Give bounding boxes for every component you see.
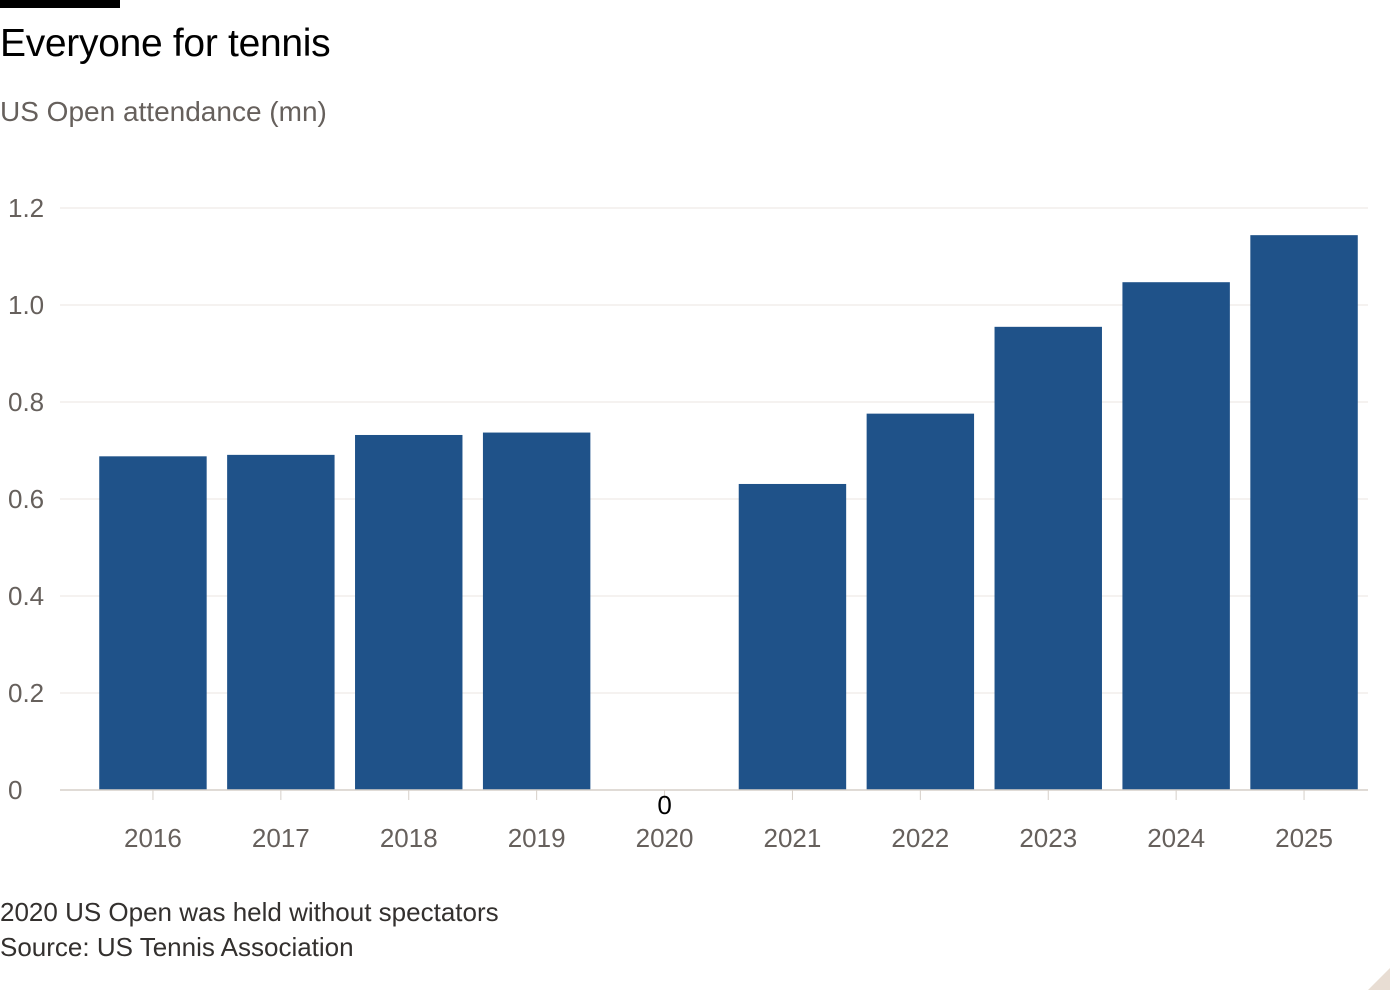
source-note: Source: US Tennis Association (0, 932, 354, 962)
footnote: 2020 US Open was held without spectators (0, 897, 499, 927)
x-tick-label: 2023 (1019, 823, 1077, 853)
bar-2021 (738, 483, 847, 790)
brand-bar (0, 0, 120, 8)
y-axis-ticks: 0 0.2 0.4 0.6 0.8 1.0 1.2 (8, 193, 44, 805)
data-labels: 0 (657, 790, 671, 820)
x-axis-ticks: 2016 2017 2018 2019 2020 2021 2022 2023 2024 2025 (124, 823, 1333, 853)
x-tick-label: 2018 (380, 823, 438, 853)
bar-2016 (99, 456, 207, 790)
chart-title: Everyone for tennis (0, 22, 331, 65)
x-tick-label: 2020 (636, 823, 694, 853)
y-tick-label: 1.2 (8, 193, 44, 223)
bar-chart: 0 0.2 0.4 0.6 0.8 1.0 1.2 2016 2017 2018 2019 2020… (8, 193, 1368, 853)
y-tick-label: 0 (8, 775, 22, 805)
y-tick-label: 0.8 (8, 387, 44, 417)
x-tick-label: 2024 (1147, 823, 1205, 853)
chart-subtitle: US Open attendance (mn) (0, 96, 327, 127)
bar-2019 (482, 432, 591, 790)
bar-2024 (1122, 282, 1230, 790)
data-label-2020: 0 (657, 790, 671, 820)
x-tick-label: 2022 (891, 823, 949, 853)
corner-mark (1368, 968, 1390, 990)
y-tick-label: 1.0 (8, 290, 44, 320)
x-axis (60, 789, 1368, 800)
bar-2022 (866, 413, 975, 790)
y-tick-label: 0.4 (8, 581, 44, 611)
bar-2017 (227, 454, 335, 790)
x-tick-label: 2019 (508, 823, 566, 853)
x-tick-label: 2017 (252, 823, 310, 853)
bar-2023 (994, 326, 1102, 790)
bar-2018 (355, 434, 463, 790)
x-tick-label: 2025 (1275, 823, 1333, 853)
y-tick-label: 0.6 (8, 484, 44, 514)
bars (99, 235, 1358, 790)
x-tick-label: 2021 (764, 823, 822, 853)
bar-2025 (1250, 235, 1358, 790)
x-tick-label: 2016 (124, 823, 182, 853)
y-tick-label: 0.2 (8, 678, 44, 708)
